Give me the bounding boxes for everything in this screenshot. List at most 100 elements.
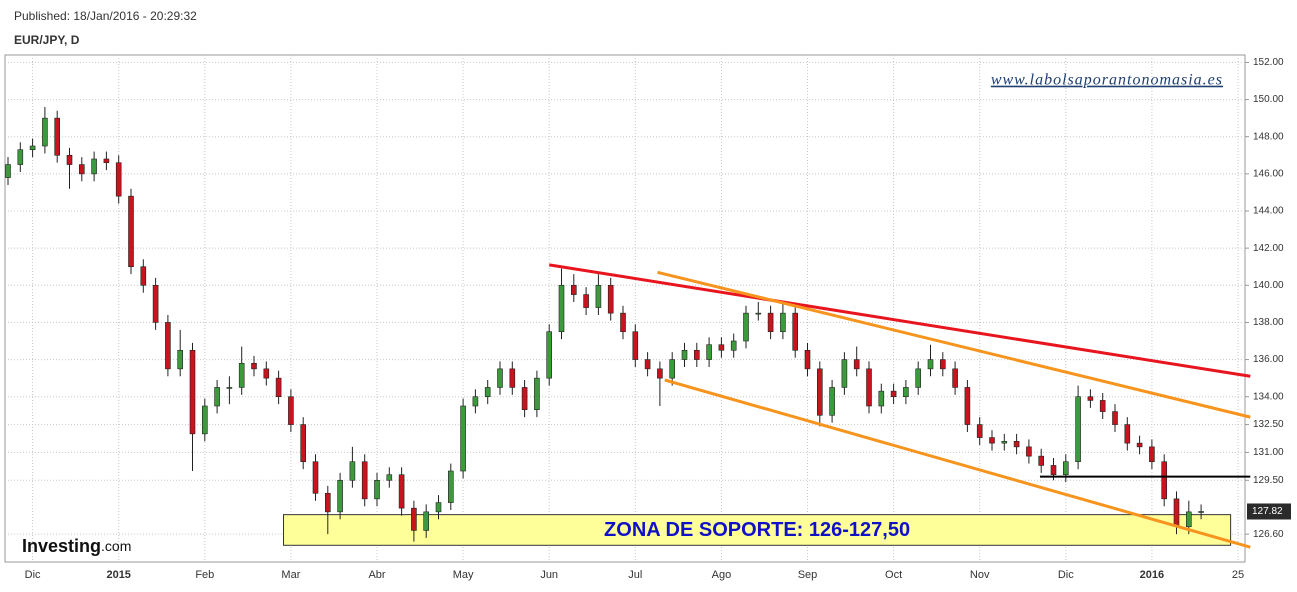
candle-body <box>423 511 430 531</box>
candle-body <box>447 470 454 503</box>
logo-suffix: .com <box>101 538 131 554</box>
candle-body <box>1063 461 1069 476</box>
candle-body <box>1050 465 1057 476</box>
x-tick-label: Feb <box>195 569 214 581</box>
support-zone <box>283 514 1232 546</box>
trend-line <box>657 270 1251 419</box>
candle-body <box>189 349 196 435</box>
candle-body <box>890 390 897 398</box>
y-tick-label: 131.00 <box>1253 447 1284 458</box>
candle-body <box>472 396 479 407</box>
y-tick-label: 150.00 <box>1253 94 1284 105</box>
candle-body <box>595 284 602 308</box>
x-tick-label: May <box>453 569 474 581</box>
candle-body <box>607 284 614 314</box>
candle-body <box>632 331 639 360</box>
candle-body <box>263 368 270 379</box>
candle-body <box>484 387 491 398</box>
candle-body <box>1124 424 1131 444</box>
x-tick-label: Jun <box>540 569 558 581</box>
trend-line <box>548 263 1251 378</box>
candle-body <box>706 344 712 360</box>
candle-body <box>952 368 958 388</box>
candle-body <box>903 387 909 398</box>
candle-body <box>1038 455 1044 466</box>
y-tick-label: 132.50 <box>1253 419 1284 430</box>
candle-body <box>435 502 442 513</box>
candle-body <box>79 164 85 175</box>
candle-body <box>5 164 11 178</box>
logo-brand: Investing <box>22 536 101 556</box>
candle-body <box>140 266 147 286</box>
candle-body <box>386 474 393 481</box>
candle-body <box>226 387 233 389</box>
candle-body <box>681 349 688 360</box>
candle-body <box>1136 442 1143 448</box>
candle-body <box>939 359 946 370</box>
candle-body <box>1001 440 1008 444</box>
candle-body <box>128 195 134 268</box>
candle-body <box>300 424 307 463</box>
candle-body <box>521 387 528 411</box>
candle-body <box>1186 511 1192 528</box>
x-tick-label: Nov <box>970 569 990 581</box>
x-tick-label: Dic <box>1058 569 1074 581</box>
y-tick-label: 129.50 <box>1253 475 1284 486</box>
candle-body <box>829 387 835 416</box>
candle-body <box>337 479 343 513</box>
candle-body <box>165 322 171 370</box>
candle-body <box>583 294 589 308</box>
candle-body <box>693 349 700 360</box>
y-tick-label: 144.00 <box>1253 206 1284 217</box>
candle-body <box>42 117 48 147</box>
candle-body <box>115 162 122 197</box>
candle-body <box>288 396 294 425</box>
candle-body <box>620 312 626 333</box>
y-tick-label: 138.00 <box>1253 317 1284 328</box>
candle-body <box>202 405 208 435</box>
y-tick-label: 142.00 <box>1253 243 1284 254</box>
y-tick-label: 126.60 <box>1253 529 1284 540</box>
candle-body <box>964 387 971 425</box>
x-tick-label: 25 <box>1232 569 1244 581</box>
candle-body <box>497 368 503 388</box>
candle-body <box>915 368 922 388</box>
symbol: EUR/JPY, D <box>14 33 80 47</box>
candle-body <box>878 390 885 407</box>
candle-body <box>841 359 848 388</box>
candle-body <box>1026 446 1032 457</box>
candle-body <box>54 117 61 156</box>
candle-body <box>816 368 823 416</box>
candle-body <box>66 154 73 165</box>
x-tick-label: 2015 <box>106 569 130 581</box>
candle-body <box>361 461 368 500</box>
candle-body <box>976 424 983 438</box>
candle-body <box>644 359 651 370</box>
x-tick-label: Mar <box>281 569 300 581</box>
candle-body <box>1198 511 1204 513</box>
candle-body <box>460 405 466 472</box>
candle-body <box>534 377 540 411</box>
candle-body <box>29 145 36 151</box>
candle-body <box>755 312 762 315</box>
candle-body <box>669 359 676 379</box>
candle-body <box>570 284 577 295</box>
candle-body <box>1173 498 1180 528</box>
candle-body <box>1075 396 1081 463</box>
candle-body <box>324 492 331 513</box>
candle-body <box>103 158 110 164</box>
y-tick-label: 140.00 <box>1253 280 1284 291</box>
candle-body <box>398 474 405 509</box>
published: Published: 18/Jan/2016 - 20:29:32 <box>14 9 197 23</box>
candle-body <box>1149 446 1155 463</box>
candle-body <box>152 284 159 323</box>
x-tick-label: Abr <box>368 569 385 581</box>
candle-body <box>1161 461 1167 500</box>
candle-body <box>558 284 565 333</box>
y-tick-label: 152.00 <box>1253 57 1284 68</box>
candle-body <box>1013 440 1020 448</box>
price-tag-label: 127.82 <box>1252 506 1283 517</box>
candle-body <box>349 461 356 481</box>
candle-body <box>866 368 872 407</box>
